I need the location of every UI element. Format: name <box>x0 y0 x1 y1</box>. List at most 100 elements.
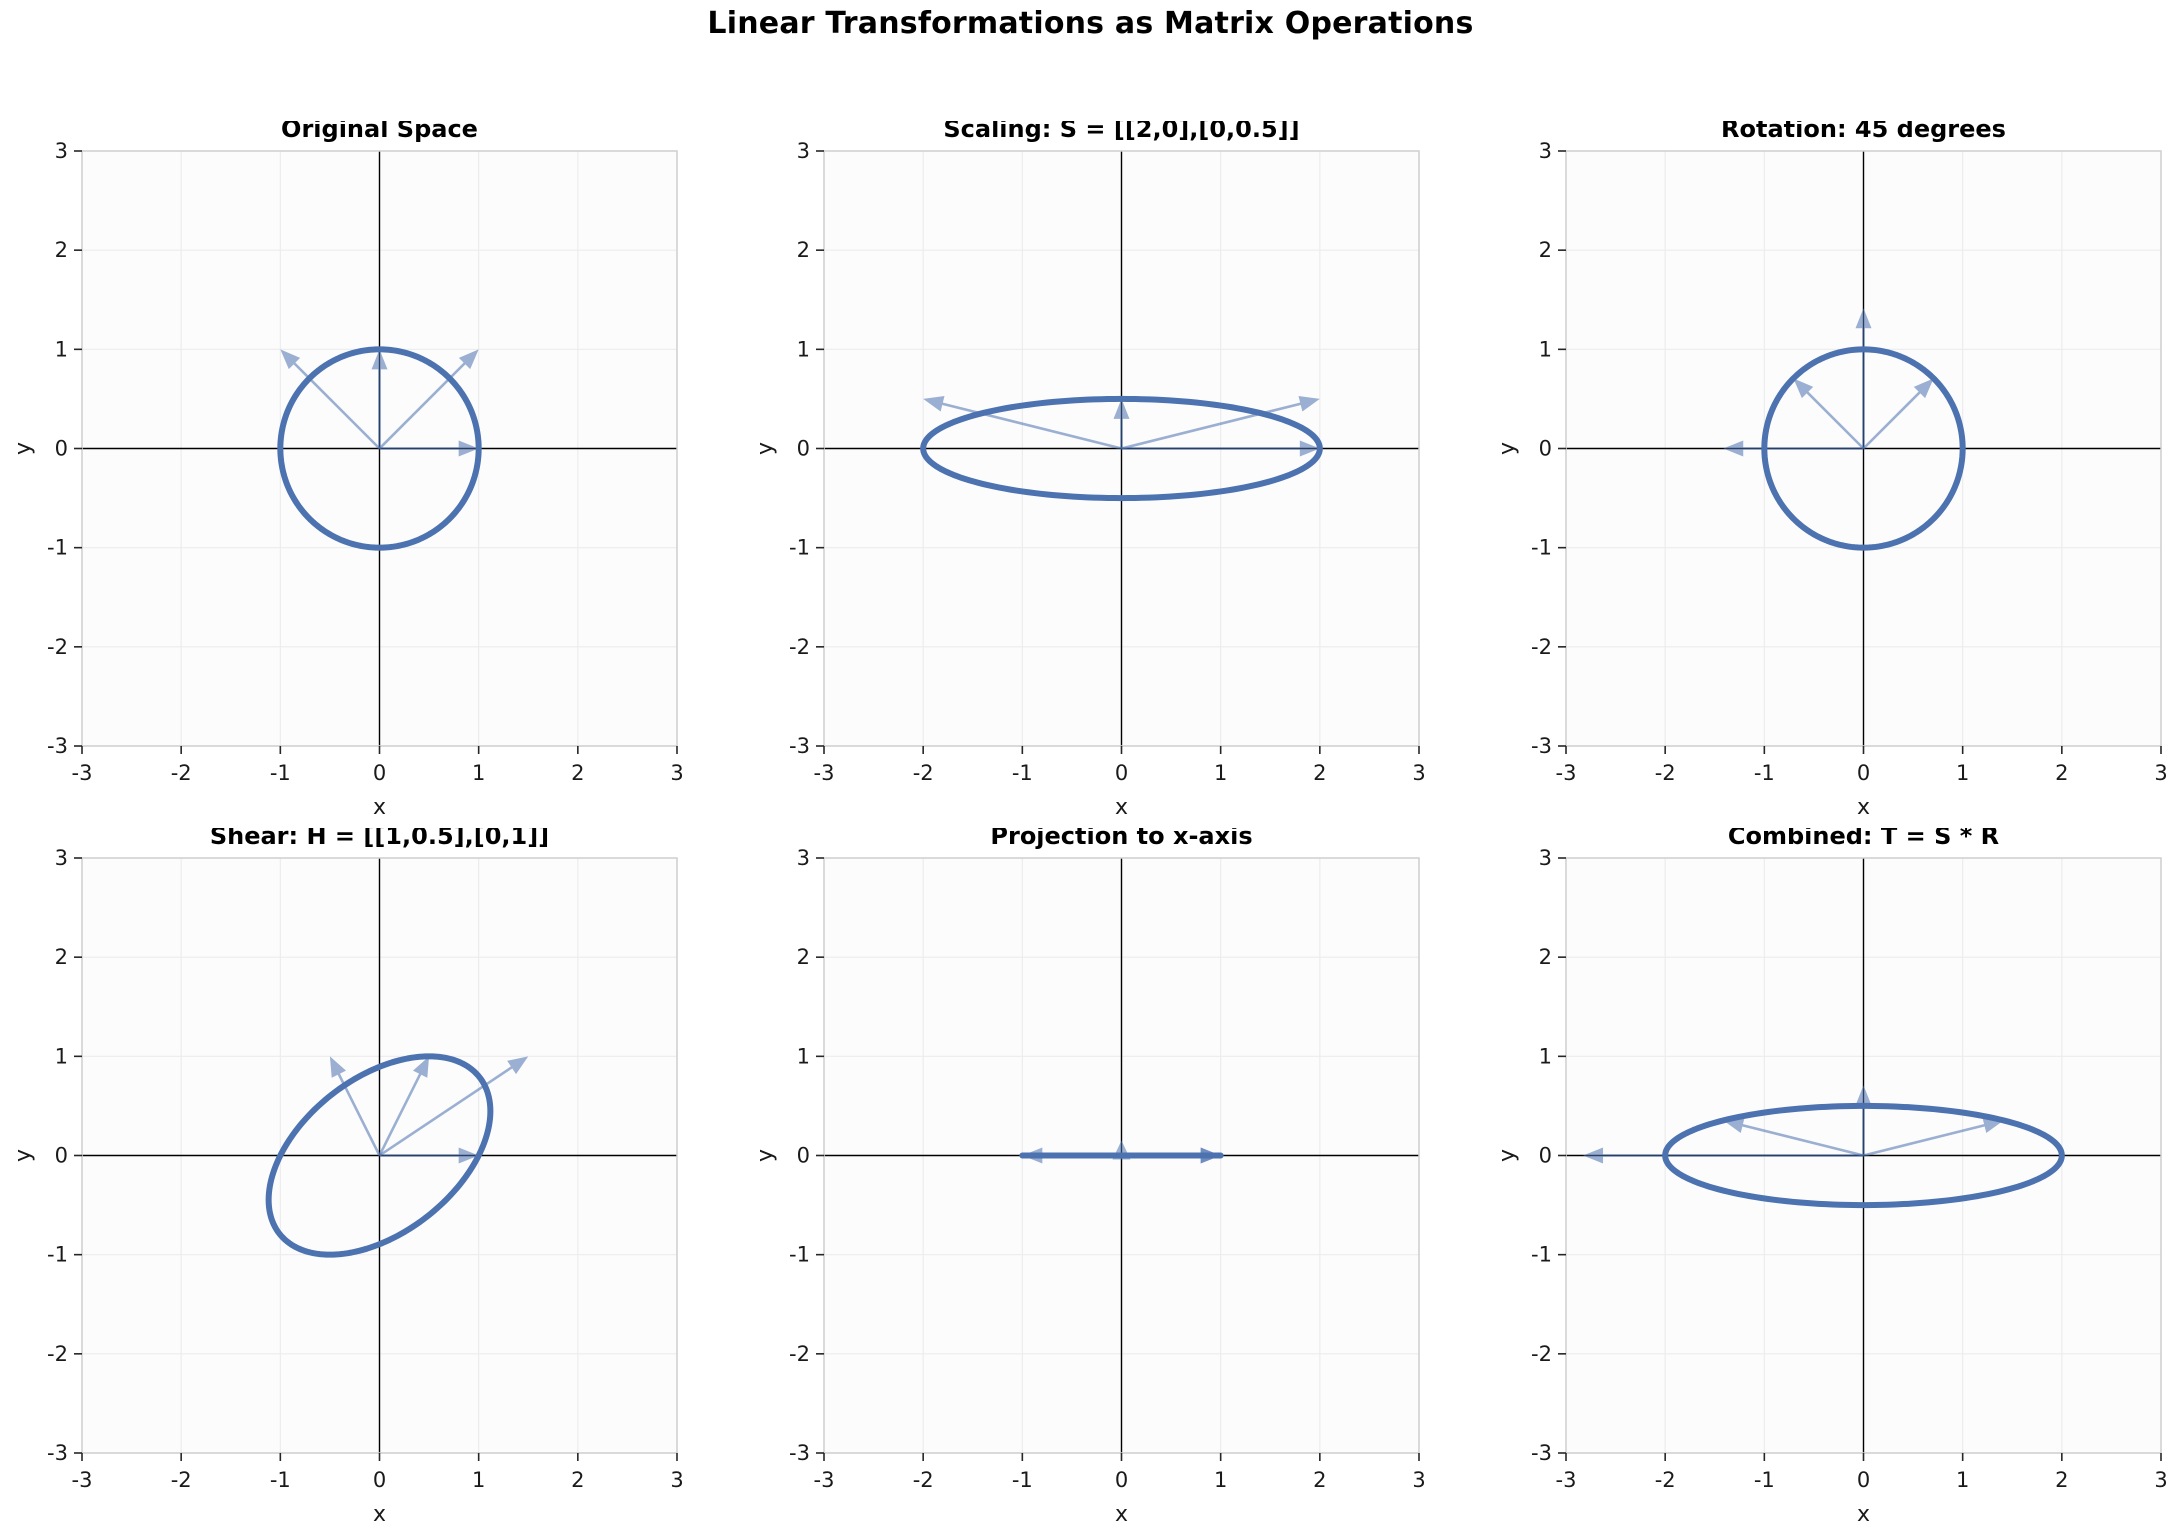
vector-arrowhead <box>1982 1117 2004 1134</box>
vector-arrow <box>329 1056 381 1157</box>
vector-arrow <box>379 1147 479 1164</box>
vector-arrow <box>1862 378 1934 450</box>
vector-arrowhead <box>1793 378 1814 399</box>
vector-shaft <box>333 1065 381 1157</box>
x-tick-label: -2 <box>913 1468 934 1492</box>
x-tick-label: 1 <box>1956 761 1969 785</box>
transformed-shape <box>920 395 1323 502</box>
x-tick-label: 1 <box>472 761 485 785</box>
x-axis-label: x <box>1115 795 1128 820</box>
y-tick-label: 1 <box>55 337 68 361</box>
subplot-title: Combined: T = S * R <box>1728 828 1999 850</box>
vector-arrowhead <box>1113 398 1130 419</box>
vector-arrow <box>1121 1147 1221 1164</box>
x-tick-label: 3 <box>2154 761 2167 785</box>
y-tick-label: 1 <box>1539 1044 1552 1068</box>
y-tick-label: 2 <box>1539 945 1552 969</box>
x-axis-label: x <box>1857 1502 1870 1527</box>
x-tick-label: 2 <box>2055 761 2068 785</box>
x-tick-label: 2 <box>571 1468 584 1492</box>
subplot-svg-shear: -3 -2 -1 0 1 2 3 -3 -2 -1 0 1 2 3 x y Shear: H = [[1,0.5… <box>11 828 684 1527</box>
vector-arrowhead <box>1913 378 1934 399</box>
vector-shaft <box>378 1061 520 1157</box>
vector-arrow <box>1855 1085 1872 1156</box>
subplot-title: Original Space <box>281 121 478 143</box>
y-tick-label: 0 <box>797 1144 810 1168</box>
y-tick-label: -2 <box>1531 1342 1552 1366</box>
y-tick-label: -3 <box>789 1441 810 1465</box>
x-tick-label: 1 <box>1956 1468 1969 1492</box>
vector-arrow <box>379 440 479 457</box>
x-tick-label: -2 <box>913 761 934 785</box>
vector-arrow <box>371 349 388 449</box>
x-tick-label: -3 <box>1556 761 1577 785</box>
vector-shaft <box>378 356 472 450</box>
y-tick-label: -3 <box>47 734 68 758</box>
subplot-rotation-45: -3 -2 -1 0 1 2 3 -3 -2 -1 0 1 2 3 x y Rotation: 45 degre… <box>1491 121 2181 821</box>
y-tick-label: 3 <box>797 139 810 163</box>
x-tick-label: 0 <box>373 1468 386 1492</box>
vector-arrowhead <box>1723 1117 1745 1134</box>
vector-arrowhead <box>1855 1085 1872 1106</box>
vector-arrow <box>923 396 1122 450</box>
x-tick-label: 2 <box>1313 761 1326 785</box>
vector-arrowhead <box>1723 440 1744 457</box>
vector-arrow <box>1121 440 1320 457</box>
y-tick-label: 1 <box>55 1044 68 1068</box>
y-axis-label: y <box>1495 442 1520 455</box>
y-tick-label: 3 <box>1539 846 1552 870</box>
y-tick-label: -2 <box>1531 635 1552 659</box>
y-tick-label: 3 <box>55 846 68 870</box>
subplot-title: Projection to x-axis <box>990 828 1252 850</box>
transformed-shape <box>277 346 482 551</box>
y-axis-label: y <box>11 1149 36 1162</box>
vector-arrowhead <box>923 396 945 412</box>
x-tick-label: -3 <box>1556 1468 1577 1492</box>
y-axis-label: y <box>1495 1149 1520 1162</box>
x-tick-label: -2 <box>171 761 192 785</box>
vector-arrowhead <box>458 1147 479 1164</box>
vector-arrowhead <box>1298 396 1320 412</box>
x-tick-label: -2 <box>1655 761 1676 785</box>
x-tick-label: 0 <box>1857 1468 1870 1492</box>
y-tick-label: 2 <box>55 238 68 262</box>
x-tick-label: 0 <box>373 761 386 785</box>
vector-arrow <box>1723 440 1864 457</box>
x-tick-label: -1 <box>1012 761 1033 785</box>
y-tick-label: -3 <box>1531 1441 1552 1465</box>
vector-shaft <box>1862 385 1927 450</box>
vector-arrow <box>1855 308 1872 449</box>
subplot-scaling: -3 -2 -1 0 1 2 3 -3 -2 -1 0 1 2 3 x y Scaling: S = [[2,0… <box>749 121 1449 821</box>
subplot-title: Shear: H = [[1,0.5],[0,1]] <box>210 828 549 850</box>
vector-arrow <box>1793 378 1865 450</box>
subplot-svg-combined: -3 -2 -1 0 1 2 3 -3 -2 -1 0 1 2 3 x y Combined: T = S * … <box>1495 828 2168 1527</box>
y-tick-label: -1 <box>47 536 68 560</box>
x-tick-label: -3 <box>814 1468 835 1492</box>
x-axis-label: x <box>1857 795 1870 820</box>
y-tick-label: -1 <box>789 536 810 560</box>
vector-arrow <box>1583 1147 1864 1164</box>
y-tick-label: 3 <box>797 846 810 870</box>
vector-shaft <box>933 400 1122 450</box>
y-tick-label: -2 <box>789 635 810 659</box>
x-tick-label: -1 <box>1754 761 1775 785</box>
vector-arrow <box>378 1056 430 1157</box>
x-tick-label: -1 <box>270 1468 291 1492</box>
x-tick-label: -3 <box>72 761 93 785</box>
subplot-combined: -3 -2 -1 0 1 2 3 -3 -2 -1 0 1 2 3 x y Combined: T = S * … <box>1491 828 2181 1528</box>
vector-arrow <box>1723 1117 1864 1157</box>
x-tick-label: 0 <box>1115 761 1128 785</box>
y-tick-label: 2 <box>797 238 810 262</box>
vector-arrowhead <box>1855 308 1872 329</box>
y-tick-label: 2 <box>1539 238 1552 262</box>
y-tick-label: 2 <box>797 945 810 969</box>
x-tick-label: 0 <box>1115 1468 1128 1492</box>
vector-arrowhead <box>458 440 479 457</box>
x-tick-label: -3 <box>72 1468 93 1492</box>
y-tick-label: -3 <box>1531 734 1552 758</box>
vector-arrowhead <box>412 1056 430 1078</box>
x-tick-label: -3 <box>814 761 835 785</box>
y-tick-label: 3 <box>55 139 68 163</box>
y-tick-label: -3 <box>47 1441 68 1465</box>
